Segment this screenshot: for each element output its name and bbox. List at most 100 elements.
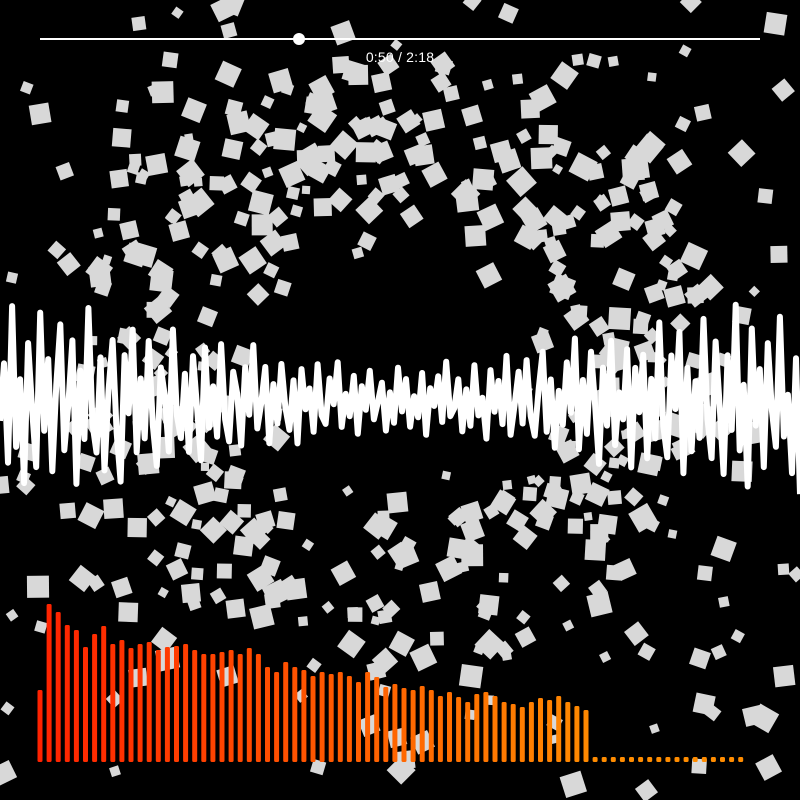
spectrum-bar xyxy=(265,667,270,762)
spectrum-bar xyxy=(365,672,371,762)
spectrum-bar xyxy=(556,696,562,762)
particle xyxy=(88,264,112,288)
particle xyxy=(398,536,417,554)
particle xyxy=(692,692,716,716)
particle xyxy=(377,609,393,625)
particle xyxy=(679,241,709,271)
particle xyxy=(730,629,745,644)
spectrum-bar xyxy=(246,648,252,762)
particle xyxy=(211,243,232,265)
particle xyxy=(590,233,605,248)
particle xyxy=(607,185,630,207)
particle xyxy=(788,566,800,583)
particle xyxy=(570,204,587,221)
particle xyxy=(247,189,274,216)
particle xyxy=(522,486,538,502)
particle xyxy=(442,85,460,103)
particle xyxy=(145,152,169,176)
particle xyxy=(268,68,294,94)
particle xyxy=(152,326,173,346)
particle xyxy=(109,765,121,778)
particle xyxy=(251,214,273,236)
particle xyxy=(506,166,537,198)
particle xyxy=(209,273,223,287)
particle xyxy=(497,2,519,24)
particle xyxy=(530,330,555,354)
particle xyxy=(763,11,788,36)
spectrum-bar xyxy=(174,646,179,762)
particle xyxy=(474,628,506,660)
particle xyxy=(0,475,10,495)
particle xyxy=(757,188,774,204)
spectrum-bar xyxy=(729,757,735,762)
spectrum-bar xyxy=(547,700,553,762)
particle xyxy=(460,518,485,543)
progress-bar[interactable] xyxy=(40,33,760,45)
spectrum-bar xyxy=(255,654,261,762)
spectrum-bar xyxy=(183,644,189,762)
particle xyxy=(679,0,702,14)
particle xyxy=(569,472,593,496)
particle xyxy=(502,479,513,490)
particle xyxy=(395,544,420,569)
particle xyxy=(168,220,191,242)
particle xyxy=(370,544,386,560)
particle xyxy=(261,166,274,179)
spectrum-bar xyxy=(237,654,243,762)
particle xyxy=(454,188,480,213)
particle xyxy=(193,177,203,187)
particle xyxy=(165,558,189,581)
particle xyxy=(351,246,365,260)
spectrum-bar xyxy=(647,757,653,762)
particle xyxy=(490,489,517,516)
particle xyxy=(126,161,141,176)
particle xyxy=(511,73,524,85)
particle xyxy=(770,245,788,263)
particle xyxy=(644,217,666,239)
particle xyxy=(520,99,540,119)
particle xyxy=(659,254,674,269)
particle xyxy=(115,99,130,113)
particle xyxy=(296,149,316,169)
particle xyxy=(459,535,480,556)
particle xyxy=(586,591,613,618)
particle xyxy=(649,723,660,734)
particle xyxy=(370,140,394,164)
spectrum-bar xyxy=(292,667,298,762)
particle xyxy=(255,510,276,531)
spectrum-bar xyxy=(674,757,680,762)
particle xyxy=(710,535,737,563)
particle xyxy=(169,498,197,527)
particle xyxy=(552,163,564,175)
spectrum-bar xyxy=(437,696,443,762)
particle xyxy=(663,285,686,308)
particle xyxy=(216,563,232,579)
particle xyxy=(538,124,558,145)
particle xyxy=(552,574,571,593)
spectrum-bar xyxy=(210,654,216,762)
particle xyxy=(619,168,641,190)
particle xyxy=(605,564,622,581)
particle xyxy=(390,38,403,51)
particle xyxy=(19,80,34,95)
particle xyxy=(624,621,649,647)
particle xyxy=(396,109,421,134)
spectrum-bars xyxy=(37,604,744,762)
particle xyxy=(26,575,50,598)
particle xyxy=(123,242,149,268)
spectrum-bar xyxy=(519,707,525,762)
particle xyxy=(571,53,584,66)
particle xyxy=(151,626,178,653)
particle xyxy=(460,500,484,524)
particle xyxy=(367,187,385,205)
particle xyxy=(308,75,335,102)
particle xyxy=(612,267,636,291)
particle xyxy=(284,577,308,601)
spectrum-bar xyxy=(146,642,152,762)
progress-handle[interactable] xyxy=(293,33,306,45)
particle xyxy=(131,16,147,32)
particle xyxy=(233,535,255,557)
particle xyxy=(356,174,367,186)
particle xyxy=(246,283,270,306)
waveform xyxy=(0,301,800,495)
